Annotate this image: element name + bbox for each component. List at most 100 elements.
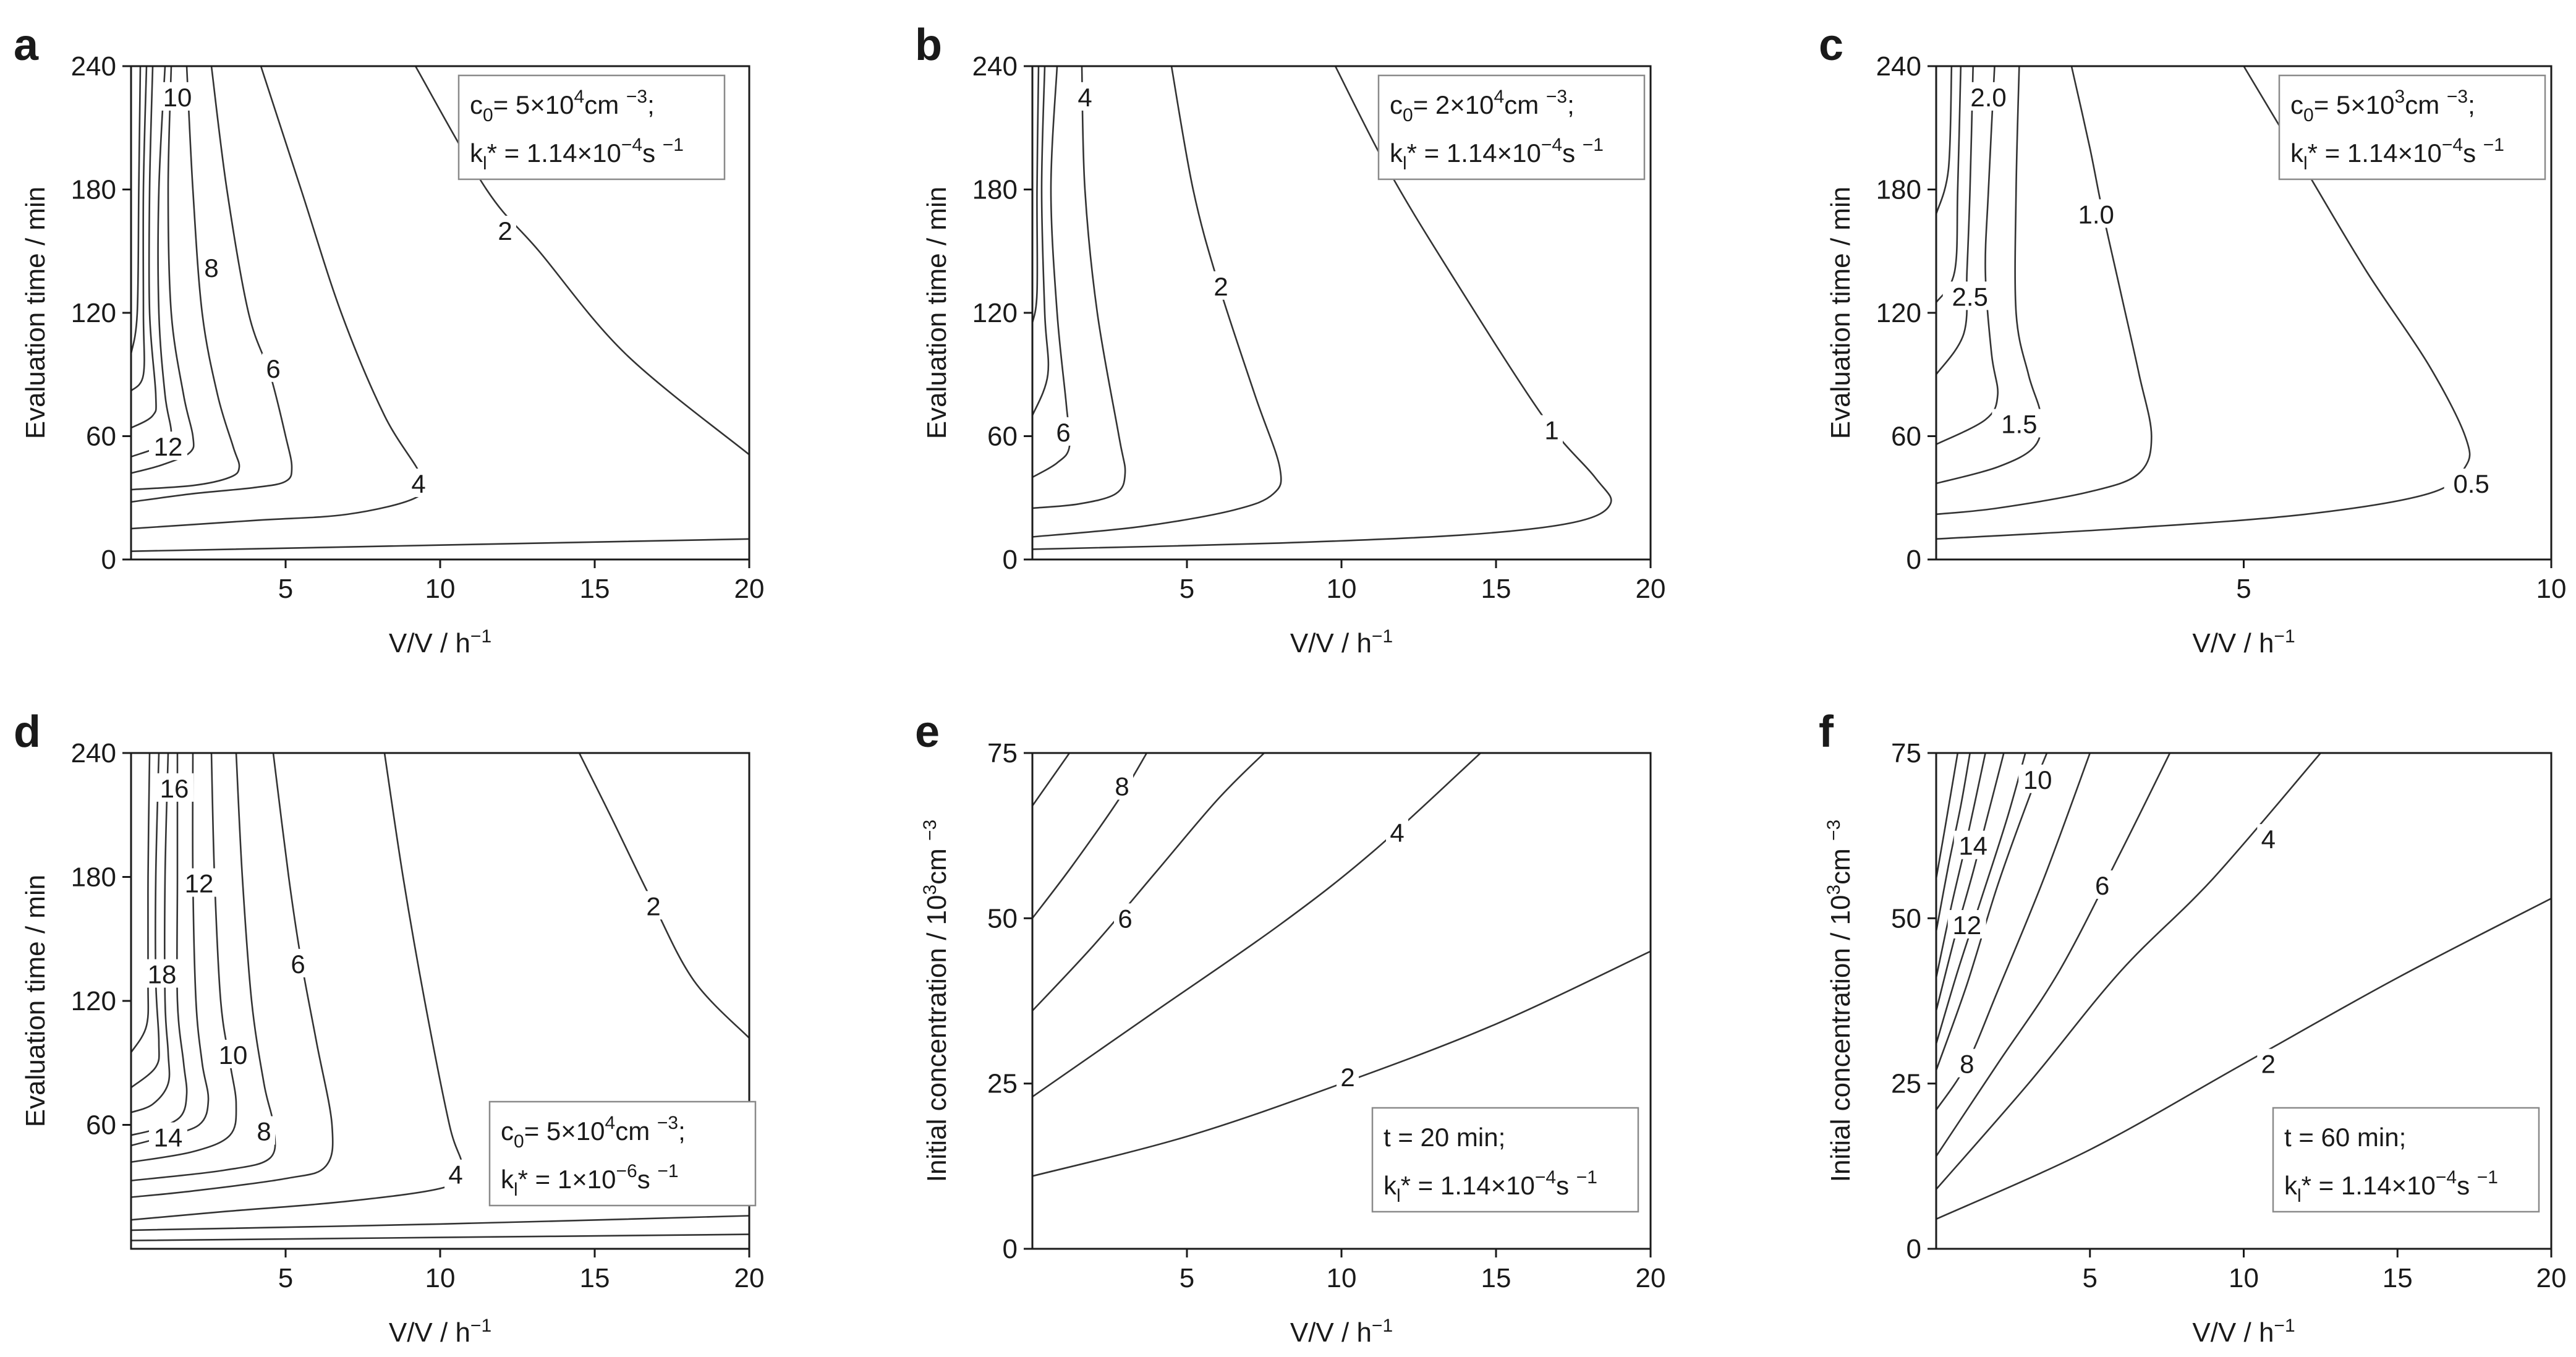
y-tick-label: 180 (71, 862, 116, 893)
x-tick-label: 10 (1327, 1263, 1357, 1293)
y-tick-label: 0 (1906, 1234, 1921, 1264)
contour-label-6: 6 (1056, 418, 1070, 447)
x-tick-label: 10 (1327, 574, 1357, 604)
y-tick-label: 240 (71, 51, 116, 82)
contour-line-12 (1936, 753, 2026, 1044)
y-tick-label: 0 (1906, 545, 1921, 575)
x-tick-label: 20 (1636, 574, 1666, 604)
contour-line-unlabeled (131, 66, 142, 354)
contour-label-0.5: 0.5 (2453, 469, 2489, 498)
contour-label-bg (200, 252, 223, 281)
contour-label-4: 4 (448, 1160, 462, 1189)
x-axis-title: V/V / h−1 (389, 626, 491, 658)
contour-line-0.5 (1936, 66, 2471, 540)
y-tick-label: 75 (1891, 738, 1921, 768)
legend-line: c0= 5×103cm −3; (2290, 87, 2475, 125)
contour-label-bg (2444, 468, 2499, 497)
panel-a: a 2 4 6 8 10 12 5 10 15 20 0 60 120 180 240 V/V / h−1 Eva… (14, 20, 764, 658)
contour-line-unlabeled (131, 1233, 749, 1241)
contour-label-12: 12 (1952, 911, 1981, 940)
y-tick-label: 50 (1891, 903, 1921, 934)
contour-label-bg (143, 959, 181, 988)
y-axis-title: Evaluation time / min (1826, 187, 1856, 439)
y-tick-label: 120 (1876, 298, 1921, 328)
legend-line: t = 60 min; (2284, 1123, 2406, 1152)
contour-label-8: 8 (204, 253, 218, 283)
panel-letter-c: c (1819, 20, 1843, 70)
y-tick-label: 120 (71, 298, 116, 328)
contour-line-4 (131, 66, 427, 530)
contour-line-4 (1032, 66, 1126, 509)
contour-label-8: 8 (1115, 772, 1129, 801)
x-tick-label: 5 (1180, 1263, 1194, 1293)
legend-box (457, 74, 726, 181)
x-tick-label: 20 (2536, 1263, 2567, 1293)
y-tick-label: 0 (1003, 1234, 1018, 1264)
legend-line: kl* = 1.14×10−4s −1 (2290, 135, 2504, 174)
contour-label-6: 6 (266, 354, 280, 383)
x-tick-label: 5 (2083, 1263, 2098, 1293)
contour-label-bg (2091, 870, 2114, 899)
contour-line-6 (131, 66, 293, 503)
y-tick-label: 50 (987, 903, 1018, 934)
contour-line-unlabeled (1032, 66, 1050, 416)
x-tick-label: 15 (1481, 1263, 1511, 1293)
y-tick-label: 0 (101, 545, 116, 575)
legend-box (488, 1100, 757, 1207)
contour-line-unlabeled (1032, 753, 1071, 807)
contour-label-2: 2 (498, 216, 512, 245)
y-tick-label: 25 (1891, 1069, 1921, 1099)
x-tick-label: 15 (580, 574, 610, 604)
contour-label-2: 2 (646, 891, 660, 921)
x-axis-title: V/V / h−1 (2192, 1316, 2295, 1348)
legend-line: t = 20 min; (1384, 1123, 1505, 1152)
x-tick-label: 10 (425, 1263, 456, 1293)
legend-box (1371, 1107, 1639, 1213)
contour-label-2: 2 (1340, 1063, 1354, 1092)
contour-line-8 (131, 753, 276, 1181)
contour-label-2.5: 2.5 (1952, 282, 1988, 311)
x-tick-label: 10 (2536, 574, 2567, 604)
contour-label-bg (253, 1116, 275, 1145)
contour-label-1.5: 1.5 (2001, 410, 2037, 439)
y-tick-label: 60 (1891, 422, 1921, 452)
contour-label-bg (1052, 417, 1074, 446)
contour-label-bg (1961, 82, 2016, 111)
x-tick-label: 20 (1636, 1263, 1666, 1293)
x-tick-label: 5 (278, 574, 293, 604)
legend-line: kl* = 1.14×10−4s −1 (1390, 135, 1604, 174)
contour-line-6 (1032, 753, 1265, 1011)
x-tick-label: 20 (734, 574, 765, 604)
contour-label-bg (262, 353, 284, 382)
contour-line-unlabeled (1936, 753, 1986, 978)
y-axis-title: Evaluation time / min (20, 187, 51, 439)
contour-label-bg (2018, 764, 2057, 793)
contour-line-16 (131, 753, 171, 1113)
contour-label-bg (1942, 281, 1997, 310)
contour-label-12: 12 (154, 432, 183, 461)
y-tick-label: 180 (71, 175, 116, 205)
contour-line-14 (1936, 753, 2005, 1011)
y-axis-title: Initial concentration / 103cm −3 (1824, 820, 1856, 1183)
contour-label-10: 10 (219, 1040, 248, 1070)
legend-line: c0= 2×104cm −3; (1390, 87, 1575, 125)
x-tick-label: 20 (734, 1263, 765, 1293)
contour-label-6: 6 (291, 950, 305, 979)
y-tick-label: 75 (987, 738, 1018, 768)
contour-line-2.0 (1936, 66, 1999, 445)
x-tick-label: 15 (2383, 1263, 2413, 1293)
legend-line: kl* = 1.14×10−4s −1 (1384, 1167, 1597, 1206)
contour-line-unlabeled (131, 538, 749, 552)
panel-letter-f: f (1819, 707, 1834, 757)
contour-line-10 (1936, 753, 2048, 1071)
contour-label-1.0: 1.0 (2078, 200, 2114, 229)
y-tick-label: 120 (972, 298, 1018, 328)
y-tick-label: 180 (1876, 175, 1921, 205)
x-tick-label: 15 (580, 1263, 610, 1293)
panel-letter-b: b (915, 20, 942, 70)
contour-label-14: 14 (1958, 832, 1987, 861)
contour-line-2.5 (1936, 66, 1974, 375)
contour-lines (1936, 66, 2471, 540)
legend-box (1377, 74, 1646, 181)
